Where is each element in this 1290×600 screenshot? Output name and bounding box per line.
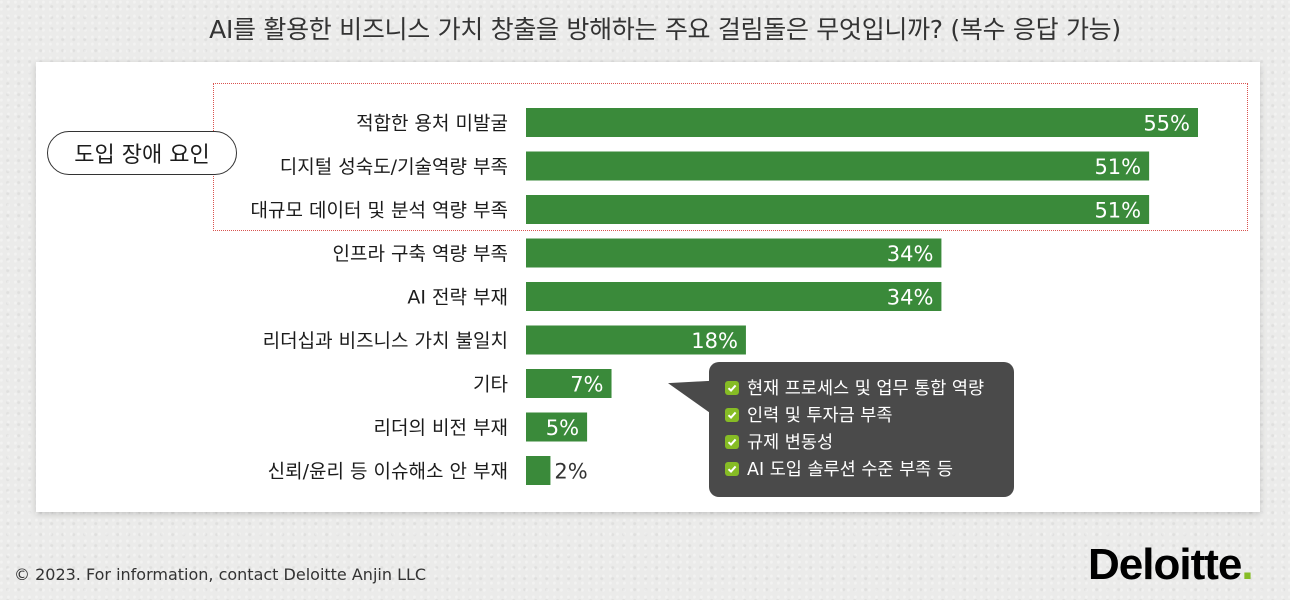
data-label: 18% xyxy=(691,329,738,353)
callout-item: 인력 및 투자금 부족 xyxy=(725,401,1014,428)
group-label-pill: 도입 장애 요인 xyxy=(47,131,237,175)
bar xyxy=(526,151,1150,181)
data-label: 34% xyxy=(887,242,934,266)
callout-item: AI 도입 솔루션 수준 부족 등 xyxy=(725,455,1014,482)
logo-text: Deloitte xyxy=(1088,540,1242,589)
callout-item-text: 인력 및 투자금 부족 xyxy=(747,406,893,426)
callout-box: 현재 프로세스 및 업무 통합 역량 인력 및 투자금 부족 규제 변동성 AI… xyxy=(709,362,1014,497)
category-label: 인프라 구축 역량 부족 xyxy=(333,243,508,265)
data-label: 2% xyxy=(554,460,587,484)
bar xyxy=(526,369,612,398)
data-label: 51% xyxy=(1094,155,1141,179)
category-label: 적합한 용처 미발굴 xyxy=(356,113,508,135)
data-label: 51% xyxy=(1094,199,1141,223)
bar xyxy=(526,282,942,311)
bar xyxy=(526,412,588,442)
data-label: 7% xyxy=(570,373,603,397)
category-label: 디지털 성숙도/기술역량 부족 xyxy=(280,156,508,178)
category-label: 신뢰/윤리 등 이슈해소 안 부재 xyxy=(268,461,508,483)
bar xyxy=(526,325,746,355)
callout-item-text: AI 도입 솔루션 수준 부족 등 xyxy=(747,460,953,480)
check-icon xyxy=(725,461,739,476)
bar xyxy=(526,456,551,485)
category-label: 리더의 비전 부재 xyxy=(374,417,508,439)
bar xyxy=(526,195,1150,224)
category-label: 리더십과 비즈니스 가치 불일치 xyxy=(263,330,508,352)
data-label: 34% xyxy=(887,286,934,310)
check-icon xyxy=(725,434,739,449)
page-title: AI를 활용한 비즈니스 가치 창출을 방해하는 주요 걸림돌은 무엇입니까? … xyxy=(209,15,1121,44)
logo-dot: . xyxy=(1241,540,1253,589)
category-label: 기타 xyxy=(473,374,508,396)
bar xyxy=(526,238,942,268)
callout-item-text: 규제 변동성 xyxy=(747,433,834,453)
bar xyxy=(526,108,1198,137)
category-label: AI 전략 부재 xyxy=(407,287,508,309)
deloitte-logo: Deloitte. xyxy=(1088,540,1254,590)
data-label: 5% xyxy=(546,416,579,440)
copyright-footer: © 2023. For information, contact Deloitt… xyxy=(14,565,427,584)
category-label: 대규모 데이터 및 분석 역량 부족 xyxy=(251,200,508,222)
callout-item-text: 현재 프로세스 및 업무 통합 역량 xyxy=(747,379,985,399)
check-icon xyxy=(725,380,739,395)
data-label: 55% xyxy=(1143,112,1190,136)
check-icon xyxy=(725,407,739,422)
callout-item: 규제 변동성 xyxy=(725,428,1014,455)
callout-item: 현재 프로세스 및 업무 통합 역량 xyxy=(725,374,1014,401)
